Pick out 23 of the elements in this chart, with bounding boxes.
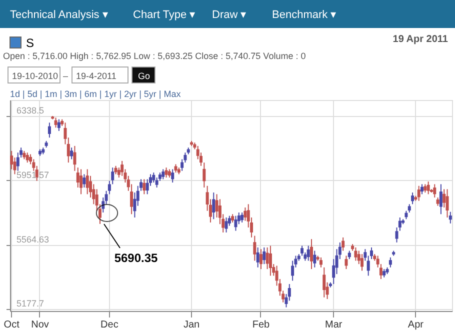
text: Chart Type ▾ xyxy=(133,9,196,21)
x-tick-label: Mar xyxy=(324,320,343,330)
text: Benchmark ▾ xyxy=(272,9,337,21)
x-tick-label: Jan xyxy=(183,320,200,330)
y-tick-label: 6338.5 xyxy=(16,106,44,116)
x-tick-label: Oct xyxy=(4,320,20,330)
y-tick-label: 5177.7 xyxy=(16,298,44,309)
text: Draw ▾ xyxy=(212,9,247,21)
text: 19-4-2011 xyxy=(76,71,116,81)
chart-title: S xyxy=(26,36,34,50)
y-tick-label: 5564.63 xyxy=(16,234,50,244)
annotation: 5690.35 xyxy=(114,251,158,265)
text: 1d | 5d | 1m | 3m | 6m | 1yr | 2yr | 5yr | Max xyxy=(10,89,182,99)
text: Go xyxy=(138,71,150,81)
text: – xyxy=(63,71,68,81)
x-tick-label: Nov xyxy=(31,320,49,330)
text: 19 Apr 2011 xyxy=(392,34,448,45)
x-tick-label: Dec xyxy=(100,320,118,330)
x-tick-label: Apr xyxy=(408,320,424,330)
text: Technical Analysis ▾ xyxy=(10,9,108,21)
x-tick-label: Feb xyxy=(252,320,270,330)
text: 19-10-2010 xyxy=(12,71,58,81)
chart-subtitle: Open : 5,716.00 High : 5,762.95 Low : 5,693.25 Close : 5,740.75 Volume : 0 xyxy=(3,51,306,61)
